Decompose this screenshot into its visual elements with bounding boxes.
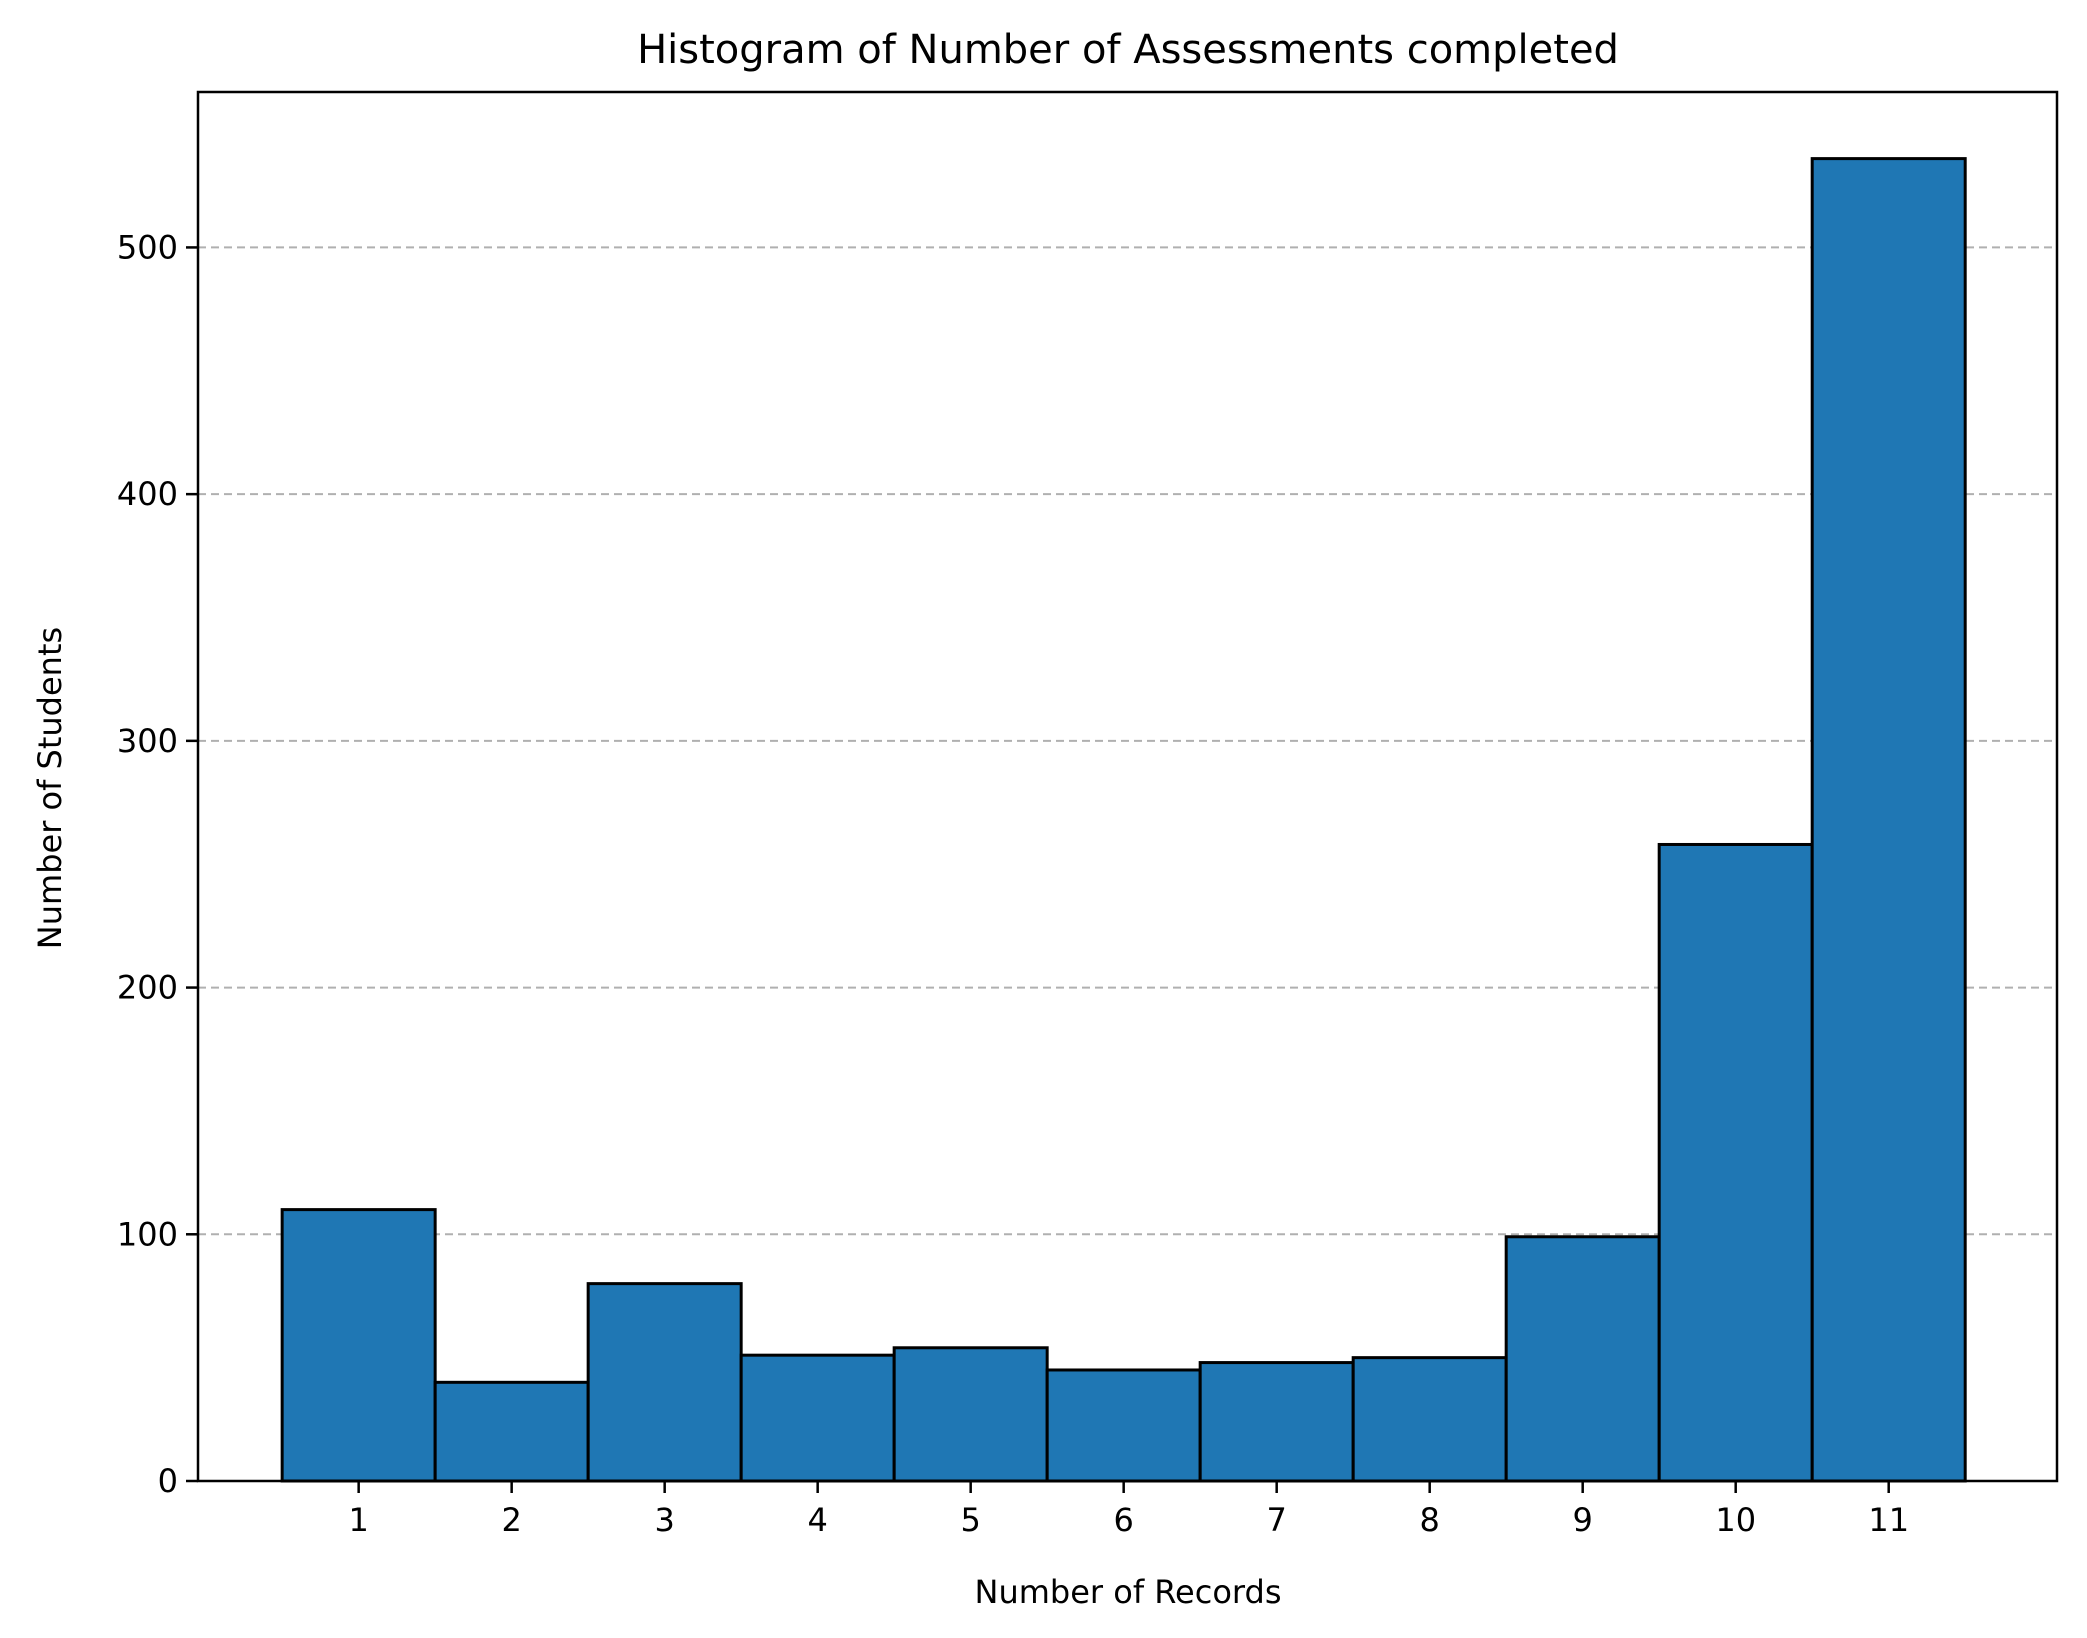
chart-title: Histogram of Number of Assessments compl…: [637, 27, 1619, 73]
x-tick-label: 4: [807, 1501, 827, 1539]
histogram-bar: [280, 1208, 437, 1483]
y-axis-label: Number of Students: [31, 627, 69, 949]
x-tick-label: 5: [960, 1501, 980, 1539]
y-tick-label: 300: [117, 722, 178, 760]
plot-frame: [196, 90, 2059, 1483]
x-axis-ticks: 1 2 3 4 5 6 7 8 9 10 11: [348, 1481, 1909, 1539]
x-tick-label: 7: [1266, 1501, 1286, 1539]
x-tick-label: 6: [1113, 1501, 1133, 1539]
y-tick-label: 0: [158, 1462, 178, 1500]
histogram-bars: [280, 157, 1967, 1483]
histogram-bar: [739, 1353, 896, 1483]
y-tick-label: 100: [117, 1215, 178, 1253]
x-tick-label: 2: [501, 1501, 521, 1539]
y-tick-label: 400: [117, 475, 178, 513]
x-axis-label: Number of Records: [975, 1573, 1282, 1611]
x-tick-label: 9: [1573, 1501, 1593, 1539]
y-tick-label: 200: [117, 969, 178, 1007]
histogram-bar: [1351, 1356, 1508, 1483]
x-tick-label: 10: [1715, 1501, 1756, 1539]
y-tick-label: 500: [117, 228, 178, 266]
histogram-bar: [892, 1346, 1049, 1483]
histogram-bar: [1045, 1368, 1202, 1483]
histogram-bar: [586, 1282, 743, 1483]
histogram-bar: [433, 1380, 590, 1483]
histogram-bar: [1504, 1235, 1661, 1483]
x-tick-label: 3: [654, 1501, 674, 1539]
histogram-bar: [1810, 157, 1967, 1483]
histogram-bar: [1198, 1361, 1355, 1483]
y-axis-ticks: 0 100 200 300 400 500: [117, 228, 198, 1500]
histogram-bar: [1657, 842, 1814, 1483]
x-tick-label: 8: [1420, 1501, 1440, 1539]
x-tick-label: 11: [1868, 1501, 1909, 1539]
x-tick-label: 1: [348, 1501, 368, 1539]
